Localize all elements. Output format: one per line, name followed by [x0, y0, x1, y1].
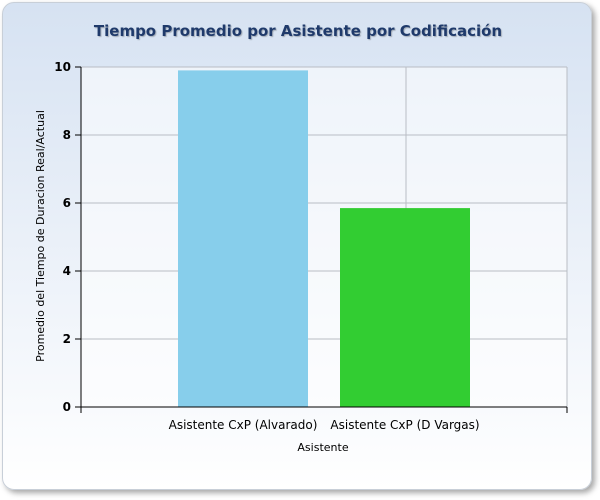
y-axis-ticks: 0 2 4 6 8 10 [54, 60, 81, 414]
grid-lines [81, 66, 568, 407]
y-axis-label: Promedio del Tiempo de Duracion Real/Act… [34, 110, 47, 362]
bar [340, 208, 470, 407]
y-tick-label: 2 [63, 332, 71, 346]
bar [178, 70, 308, 408]
x-axis-ticks: Asistente CxP (Alvarado) Asistente CxP (D… [80, 407, 568, 432]
y-tick-label: 8 [63, 128, 71, 142]
x-tick-label: Asistente CxP (D Vargas) [330, 418, 479, 432]
y-tick-label: 10 [54, 60, 71, 74]
chart-title: Tiempo Promedio por Asistente por Codifi… [93, 22, 503, 40]
y-tick-label: 6 [63, 196, 71, 210]
plot-area [81, 67, 567, 407]
y-tick-label: 4 [63, 264, 71, 278]
x-axis-label: Asistente [297, 441, 348, 454]
x-tick-label: Asistente CxP (Alvarado) [169, 418, 318, 432]
bars [178, 70, 470, 408]
y-tick-label: 0 [63, 400, 71, 414]
axes [80, 67, 567, 408]
